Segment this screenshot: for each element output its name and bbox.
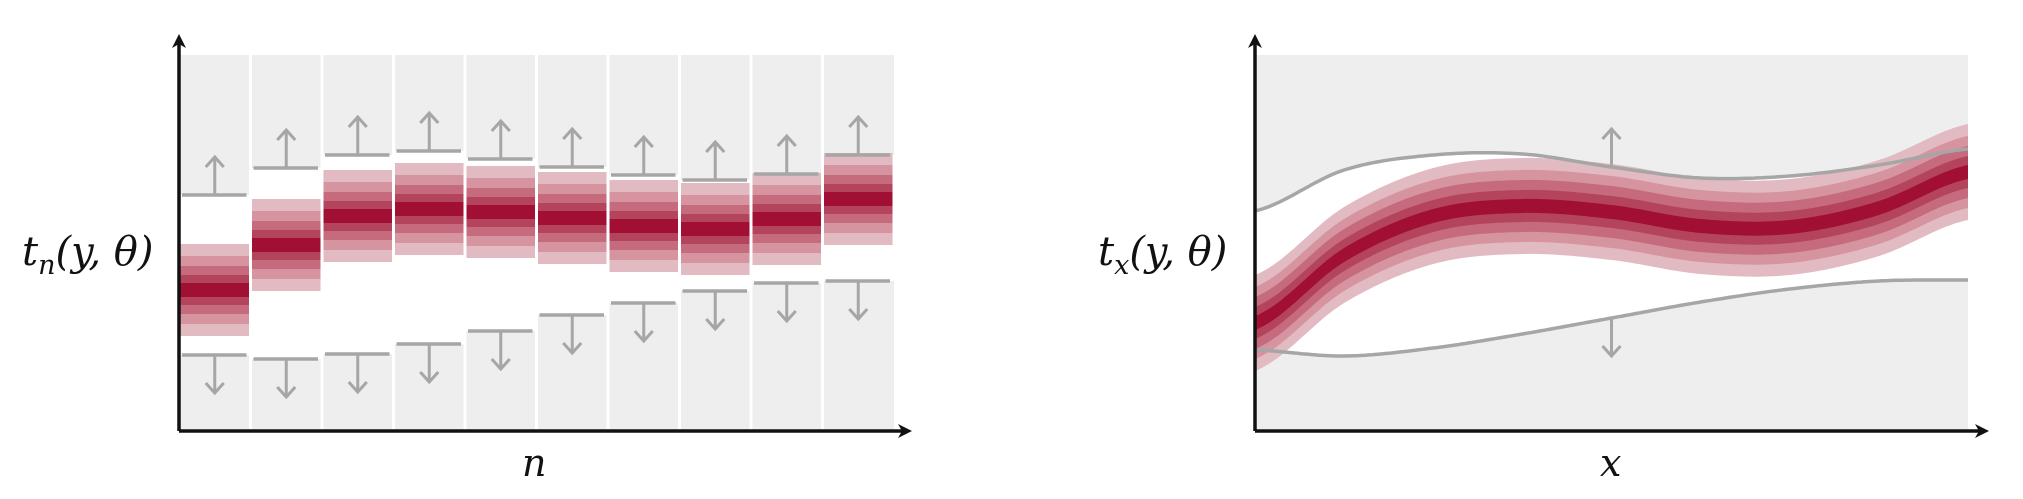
left-bounds [182,110,890,400]
right-band-3 [1255,146,1968,349]
right-upper-bound-arrow [1601,126,1622,167]
column-7-band-center [609,219,678,233]
left-bands [180,153,893,336]
right-y-label-base: t [1098,229,1115,275]
left-y-label-args: (y, θ) [55,229,153,275]
right-lower-bound-arrow [1601,318,1622,359]
right-panel: tx(y, θ) x [1098,34,1989,485]
left-y-label: tn(y, θ) [22,229,153,281]
column-3-band-center [323,209,392,223]
lower-bound-arrow-9 [776,283,797,324]
right-band-4 [1255,156,1968,339]
column-10-band-center [824,192,893,206]
column-1-band-center [180,283,249,297]
upper-bound-arrow-7 [633,134,654,175]
column-8-band-center [681,222,750,236]
upper-bound-arrow-3 [347,114,368,155]
right-y-label-subscript: x [1114,250,1129,281]
lower-bound-arrow-1 [204,355,225,396]
column-2-band-center [252,238,321,252]
lower-bound-arrow-4 [419,344,440,385]
right-y-label: tx(y, θ) [1098,229,1227,281]
right-y-label-args: (y, θ) [1129,229,1227,275]
lower-bound-arrow-8 [705,291,726,332]
right-bounds [1254,126,1969,359]
left-axes [172,34,912,438]
right-bands [1255,124,1968,371]
left-y-label-base: t [22,229,39,275]
lower-bound-arrow-7 [633,303,654,344]
lower-bound-arrow-5 [490,331,511,372]
upper-bound-arrow-8 [705,139,726,180]
upper-bound-arrow-9 [776,133,797,174]
lower-bound-arrow-2 [276,359,297,400]
right-axes [1248,34,1989,438]
left-panel: tn(y, θ) n [22,34,912,485]
upper-bound-arrow-2 [276,127,297,168]
upper-bound-arrow-4 [419,110,440,151]
lower-bound-arrow-6 [562,315,583,356]
column-4-band-center [395,202,464,216]
upper-bound-arrow-1 [204,154,225,195]
column-9-band-center [752,212,821,226]
right-x-label: x [1600,441,1621,485]
column-6-band-center [538,211,607,225]
left-y-label-subscript: n [38,250,55,281]
lower-bound-arrow-3 [347,354,368,395]
lower-bound-arrow-10 [848,281,869,322]
upper-bound-arrow-6 [562,126,583,167]
upper-bound-arrow-10 [848,114,869,155]
column-5-band-center [466,205,535,219]
upper-bound-arrow-5 [490,118,511,159]
left-x-label: n [522,441,546,485]
